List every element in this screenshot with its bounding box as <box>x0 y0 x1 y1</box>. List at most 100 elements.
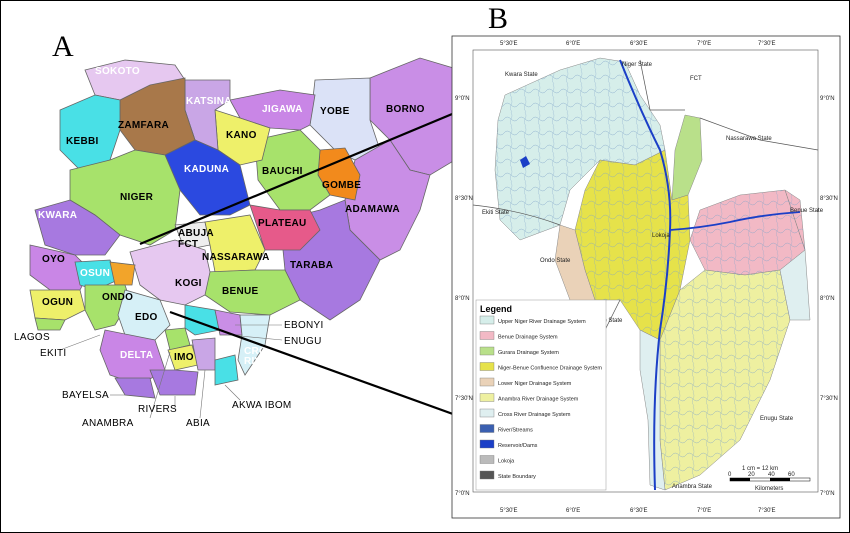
tick-right-5: 7°0'N <box>820 491 835 497</box>
legend-swatch-3 <box>479 362 495 371</box>
basin-label-niger: Niger State <box>622 62 653 68</box>
basin-label-lokoja: Lokoja <box>652 233 670 239</box>
legend-label-8: Reservoir/Dams <box>498 443 538 449</box>
legend-label-5: Anambra River Drainage System <box>498 397 579 403</box>
label-abuja: ABUJA <box>178 228 214 239</box>
legend-swatch-2 <box>479 346 495 356</box>
legend-label-2: Gurara Drainage System <box>498 350 559 356</box>
basin-label-kwara: Kwara State <box>505 72 538 78</box>
scale-tick-0: 0 <box>728 472 732 478</box>
state-kebbi <box>59 94 121 171</box>
label-delta: DELTA <box>120 350 153 361</box>
legend-label-3: Niger-Benue Confluence Drainage System <box>498 366 602 372</box>
label-niger: NIGER <box>120 192 154 203</box>
tick-right-1: 9°0'N <box>820 96 835 102</box>
label-plateau: PLATEAU <box>258 218 307 229</box>
label-edo: EDO <box>135 312 158 323</box>
tick-left-3: 8°0'N <box>455 296 470 302</box>
label-zamfara: ZAMFARA <box>118 120 169 131</box>
label-akwa-ibom: AKWA IBOM <box>232 400 292 411</box>
legend-label-0: Upper Niger River Drainage System <box>498 319 586 325</box>
label-nassarawa: NASSARAWA <box>202 252 270 263</box>
legend-label-10: State Boundary <box>498 474 536 480</box>
tick-left-2: 8°30'N <box>455 196 473 202</box>
tick-top-2: 6°0'E <box>566 41 580 47</box>
legend-swatch-9 <box>479 455 495 464</box>
label-ondo: ONDO <box>102 292 133 303</box>
panel-label-a: A <box>52 30 74 63</box>
state-kwara <box>34 199 121 256</box>
state-ekiti <box>109 261 136 286</box>
legend-label-1: Benue Drainage System <box>498 335 558 341</box>
legend-swatch-8 <box>479 439 495 449</box>
state-ogun <box>29 289 86 321</box>
tick-top-4: 7°0'E <box>697 41 711 47</box>
legend-label-9: Lokoja <box>498 459 515 465</box>
basin-label-nasarawa: Nassarawa State <box>726 136 772 142</box>
state-labels: SOKOTO ZAMFARA KATSINA JIGAWA YOBE BORNO… <box>38 66 425 367</box>
label-abia: ABIA <box>186 418 210 429</box>
state-akwa-ibom <box>214 354 239 386</box>
tick-bottom-1: 5°30'E <box>500 508 518 514</box>
state-rivers <box>149 369 199 396</box>
label-ogun: OGUN <box>42 297 73 308</box>
tick-top-5: 7°30'E <box>758 41 776 47</box>
legend-items: Upper Niger River Drainage System Benue D… <box>479 315 602 480</box>
scale-unit: Kilometers <box>755 486 783 492</box>
legend-title: Legend <box>480 304 512 314</box>
label-gombe: GOMBE <box>322 180 361 191</box>
basin-label-ekiti: Ekiti State <box>482 210 510 216</box>
label-kano: KANO <box>226 130 257 141</box>
label-kaduna: KADUNA <box>184 164 229 175</box>
legend-label-7: River/Streams <box>498 428 533 434</box>
basin-label-benue: Benue State <box>790 208 824 214</box>
legend-swatch-4 <box>479 377 495 387</box>
nigeria-map <box>29 57 471 399</box>
label-ebonyi: EBONYI <box>284 320 324 331</box>
tick-right-3: 8°0'N <box>820 296 835 302</box>
scale-tick-1: 20 <box>748 472 755 478</box>
state-borno <box>369 57 471 176</box>
legend-label-4: Lower Niger Drainage System <box>498 381 572 387</box>
river-niger <box>619 59 672 491</box>
state-cross-river <box>237 314 271 376</box>
state-lagos <box>34 317 66 331</box>
state-boundary-1 <box>472 204 561 226</box>
label-osun: OSUN <box>80 268 110 279</box>
scale-text: 1 cm = 12 km <box>742 466 778 472</box>
legend-swatch-0 <box>479 315 495 325</box>
panel-label-b: B <box>488 2 509 35</box>
basin-label-edo: Edo State <box>596 318 623 324</box>
legend: Legend <box>475 299 607 491</box>
reservoir <box>520 156 530 168</box>
label-katsina: KATSINA <box>186 96 232 107</box>
label-borno: BORNO <box>386 104 425 115</box>
legend-swatch-10 <box>479 470 495 480</box>
tick-right-4: 7°30'N <box>820 396 838 402</box>
tick-top-3: 6°30'E <box>630 41 648 47</box>
scale-bar: 1 cm = 12 km 0 20 40 60 Kilometers <box>728 466 811 492</box>
legend-swatch-7 <box>479 424 495 433</box>
state-benue <box>204 269 301 316</box>
basin-label-enugu: Enugu State <box>760 416 794 422</box>
label-oyo: OYO <box>42 254 65 265</box>
river-benue <box>669 211 801 231</box>
tick-left-4: 7°30'N <box>455 396 473 402</box>
label-river: RIVER <box>244 356 277 367</box>
tick-bottom-3: 6°30'E <box>630 508 648 514</box>
label-bauchi: BAUCHI <box>262 166 303 177</box>
basin-label-ondo: Ondo State <box>540 258 571 264</box>
tick-bottom-4: 7°0'E <box>697 508 711 514</box>
tick-top-1: 5°30'E <box>500 41 518 47</box>
label-imo: IMO <box>174 352 194 363</box>
label-rivers: RIVERS <box>138 404 177 415</box>
tick-bottom-5: 7°30'E <box>758 508 776 514</box>
state-boundary-3 <box>699 117 819 151</box>
basin-label-anambra: Anambra State <box>672 484 713 490</box>
state-bauchi <box>254 129 331 211</box>
tick-left-5: 7°0'N <box>455 491 470 497</box>
label-yobe: YOBE <box>320 106 350 117</box>
label-enugu: ENUGU <box>284 336 322 347</box>
label-kebbi: KEBBI <box>66 136 99 147</box>
